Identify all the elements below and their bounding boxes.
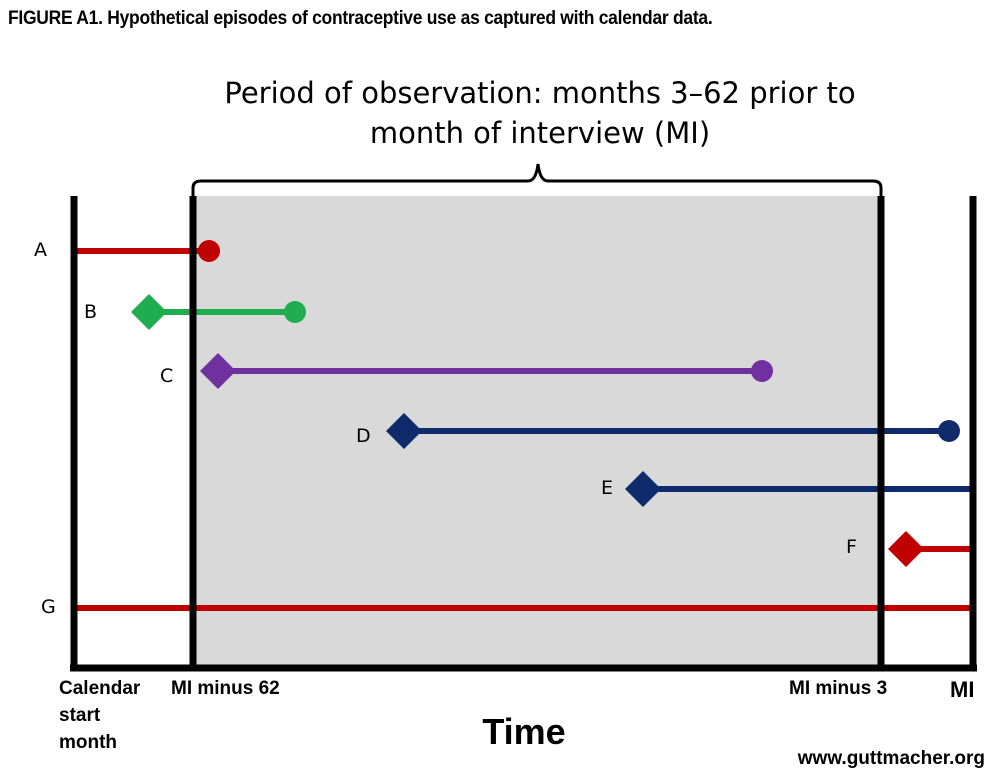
episode-g-label: G [41,596,56,618]
episode-d-label: D [356,425,371,447]
episode-c-end-circle [751,360,773,382]
episode-e-start-diamond [625,471,661,507]
calendar-start-label-line2: start [59,705,101,726]
episode-f [888,531,976,567]
episode-a [72,240,220,262]
observation-label-line2: month of interview (MI) [370,116,710,150]
episode-b-start-diamond [131,294,167,330]
episode-b-label: B [84,301,97,323]
episode-e [625,471,976,507]
episode-b [131,294,306,330]
time-axis-label: Time [482,711,565,752]
calendar-start-label-line3: month [59,732,117,753]
episode-b-end-circle [284,301,306,323]
observation-brace [191,163,883,196]
episode-f-label: F [846,536,857,558]
calendar-start-label-line1: Calendar [59,678,141,699]
mi-minus-62-label: MI minus 62 [171,678,280,699]
mi-label: MI [950,677,974,702]
episode-a-label: A [34,239,47,261]
episode-a-end-circle [198,240,220,262]
episode-d [386,413,960,449]
episode-c [200,353,773,389]
episode-e-label: E [601,477,613,499]
credit-text: www.guttmacher.org [797,748,985,769]
episode-d-start-diamond [386,413,422,449]
episode-f-start-diamond [888,531,924,567]
observation-label-line1: Period of observation: months 3–62 prior… [224,76,855,110]
mi-minus-3-label: MI minus 3 [789,678,887,699]
episode-c-start-diamond [200,353,236,389]
figure-title: FIGURE A1. Hypothetical episodes of cont… [8,8,713,29]
episode-d-end-circle [938,420,960,442]
episode-c-label: C [160,365,173,387]
